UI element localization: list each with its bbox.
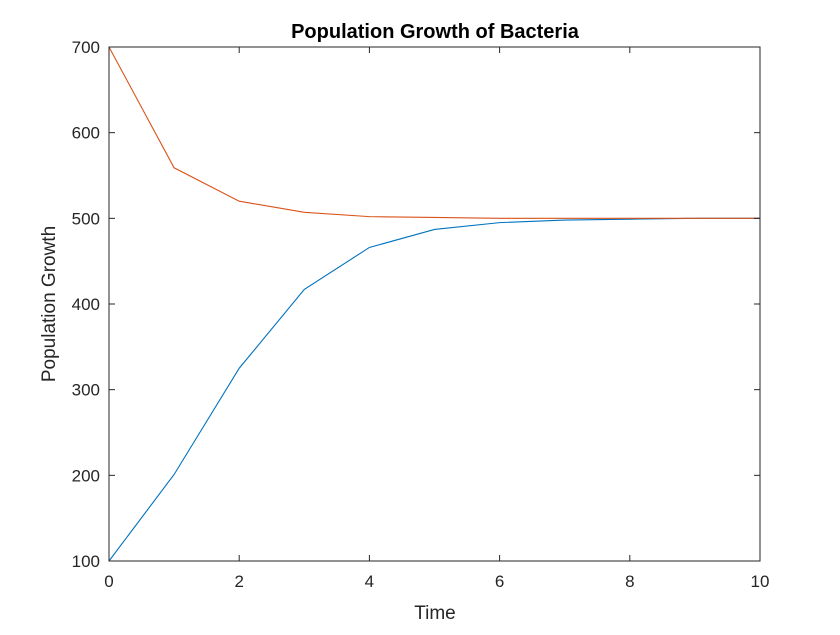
y-tick-label: 500 [72,209,100,228]
x-tick-label: 10 [751,572,770,591]
x-axis-title: Time [414,603,456,624]
y-tick-label: 300 [72,381,100,400]
y-tick-label: 600 [72,124,100,143]
y-tick-label: 400 [72,295,100,314]
series-line-1 [108,217,760,562]
x-tick-label: 0 [104,572,113,591]
y-tick-label: 100 [72,552,100,571]
plot-area-frame [108,46,761,562]
x-tick-label: 8 [625,572,634,591]
x-tick-label: 4 [365,572,374,591]
y-tick-label: 200 [72,466,100,485]
y-axis-title: Population Growth [39,226,60,382]
series-line-2 [108,46,760,219]
x-tick-label: 6 [495,572,504,591]
chart-title: Population Growth of Bacteria [291,21,580,43]
x-tick-label: 2 [234,572,243,591]
y-tick-label: 700 [72,38,100,57]
